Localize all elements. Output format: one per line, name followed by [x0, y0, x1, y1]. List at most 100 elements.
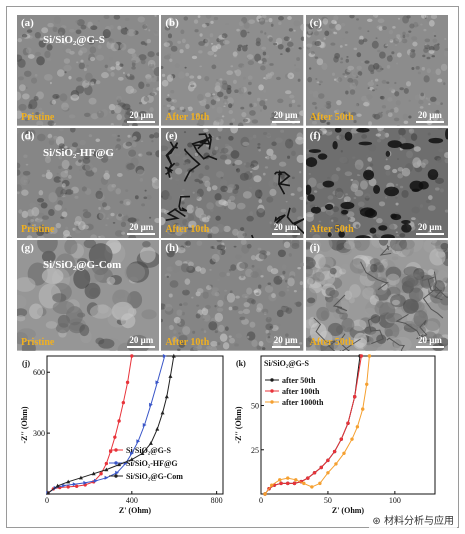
- x-tick-label: 0: [45, 496, 49, 505]
- scale-bar-label: 20 μm: [129, 109, 154, 120]
- data-point: [162, 354, 167, 358]
- data-point: [164, 394, 169, 399]
- cycle-condition: After 10th: [165, 111, 210, 123]
- data-point: [129, 457, 134, 462]
- data-point: [332, 449, 337, 454]
- sem-micrograph: [161, 240, 304, 351]
- sem-micrograph: [17, 240, 160, 351]
- panel-label: (c): [309, 17, 322, 29]
- scale-bar-label: 20 μm: [129, 222, 154, 233]
- data-point: [270, 483, 274, 487]
- cycle-condition: Pristine: [21, 336, 55, 348]
- data-point: [46, 490, 51, 495]
- data-point: [108, 449, 113, 454]
- data-point: [117, 462, 122, 467]
- legend-label: after 1000th: [282, 398, 324, 407]
- data-point: [294, 478, 298, 482]
- data-point: [168, 374, 173, 378]
- scale-bar: 20 μm: [415, 110, 444, 123]
- scale-bar: 20 μm: [271, 335, 300, 348]
- chart-panel-label: (k): [236, 359, 246, 368]
- scale-bar-line: [271, 120, 300, 123]
- sem-panel: (c) After 50th 20 μm: [305, 15, 448, 126]
- x-tick-label: 400: [126, 496, 138, 505]
- cycle-condition: After 50th: [309, 111, 354, 123]
- sem-micrograph: [161, 15, 304, 126]
- data-point: [326, 471, 330, 475]
- scale-bar: 20 μm: [271, 222, 300, 236]
- scale-bar: 20 μm: [127, 335, 156, 348]
- sem-panel: (i) After 50th 20 μm: [305, 240, 448, 351]
- panel-label: (a): [21, 17, 34, 29]
- sem-panel: (h) After 10th 20 μm: [161, 240, 304, 351]
- data-point: [117, 419, 121, 423]
- scale-bar-line: [415, 120, 444, 123]
- data-point: [155, 380, 160, 385]
- data-point: [367, 354, 372, 358]
- x-axis-label: Z' (Ohm): [119, 506, 152, 515]
- data-point: [342, 451, 346, 456]
- data-point: [99, 472, 103, 476]
- scale-bar: 20 μm: [127, 222, 156, 236]
- x-tick-label: 100: [389, 496, 401, 505]
- scale-bar-line: [271, 233, 300, 236]
- data-point: [160, 410, 165, 415]
- sem-panel: (g) Si/SiO₂@G-Com Pristine 20 μm: [17, 240, 160, 351]
- sem-image-grid: (a) Si/SiO₂@G-S Pristine 20 μm (b) After 10th…: [17, 15, 448, 351]
- data-point: [292, 481, 297, 486]
- data-point: [318, 481, 322, 486]
- cycle-condition: After 50th: [309, 224, 354, 236]
- sem-micrograph: [161, 127, 304, 239]
- legend-marker: [114, 448, 118, 452]
- legend-marker: [270, 400, 274, 404]
- data-point: [339, 437, 344, 441]
- cycle-condition: After 10th: [165, 336, 210, 348]
- data-point: [355, 425, 360, 429]
- data-point: [104, 461, 109, 466]
- scale-bar-line: [271, 345, 300, 348]
- sem-panel: (b) After 10th 20 μm: [161, 15, 304, 126]
- data-point: [140, 451, 145, 456]
- legend-marker: [270, 378, 274, 382]
- data-point: [142, 423, 147, 427]
- data-point: [361, 407, 365, 411]
- data-point: [286, 476, 290, 480]
- chart-panel-label: (j): [22, 359, 30, 368]
- data-point: [130, 451, 134, 456]
- data-point: [350, 437, 354, 441]
- sem-panel: (a) Si/SiO₂@G-S Pristine 20 μm: [17, 15, 160, 126]
- sample-title: Si/SiO₂@G-S: [43, 34, 105, 46]
- panel-label: (d): [21, 129, 35, 142]
- sem-micrograph: [17, 127, 160, 239]
- data-point: [346, 421, 350, 425]
- watermark-logo-icon: ⊛: [372, 516, 381, 527]
- data-point: [286, 481, 290, 486]
- data-point: [326, 458, 330, 463]
- data-point: [155, 426, 160, 431]
- scale-bar-label: 20 μm: [418, 222, 442, 233]
- panel-label: (h): [165, 242, 179, 255]
- y-tick-label: 50: [251, 402, 259, 411]
- chart-title: Si/SiO₂@G-S: [264, 359, 310, 368]
- data-point: [104, 475, 109, 480]
- x-axis-label: Z' (Ohm): [332, 506, 365, 515]
- series-line: [264, 355, 362, 495]
- cycle-condition: After 50th: [309, 336, 354, 348]
- legend-label: Si/SiO₂-HF@G: [126, 459, 178, 468]
- sem-panel: (e) After 10th 20 μm: [161, 127, 304, 239]
- data-point: [302, 481, 306, 486]
- nyquist-plot-j: (j) 0 400 800 300 600 Z' (Ohm) -Z'' (Ohm) Si/SiO…: [20, 353, 224, 515]
- sample-title: Si/SiO₂@G-Com: [43, 259, 122, 272]
- scale-bar: 20 μm: [415, 222, 444, 236]
- sem-micrograph: [17, 15, 160, 126]
- cycle-condition: Pristine: [21, 224, 55, 236]
- scale-bar-line: [415, 345, 444, 348]
- scale-bar-label: 20 μm: [418, 334, 442, 345]
- data-point: [115, 470, 119, 475]
- scale-bar-line: [127, 120, 156, 123]
- data-point: [66, 479, 71, 484]
- data-point: [306, 476, 310, 480]
- data-point: [334, 462, 338, 466]
- impedance-plots: (j) 0 400 800 300 600 Z' (Ohm) -Z'' (Ohm) Si/SiO…: [20, 353, 436, 515]
- panel-label: (g): [21, 242, 34, 255]
